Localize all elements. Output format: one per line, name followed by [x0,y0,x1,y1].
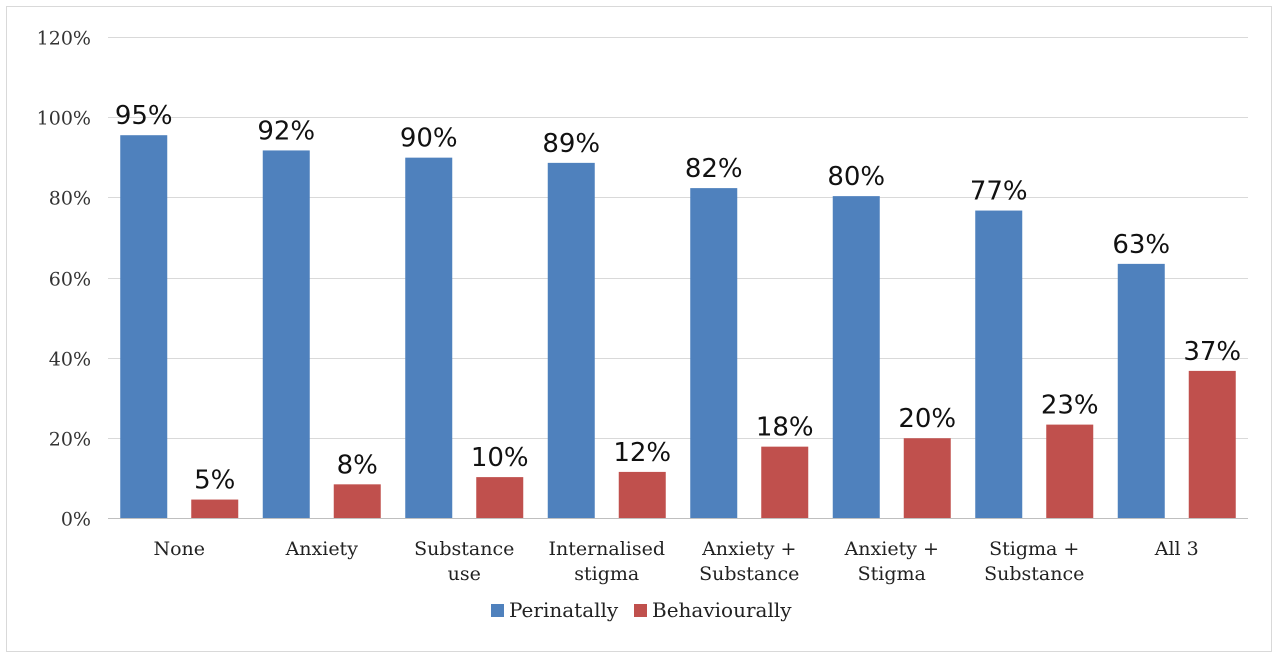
bar-perinatally-4 [690,188,737,518]
bar-perinatally-6 [975,211,1022,518]
legend: Perinatally Behaviourally [491,598,792,622]
y-tick-label-0: 0% [61,509,91,531]
y-axis-tick-labels: 0% 20% 40% 60% 80% 100% 120% [37,28,91,531]
data-label-behaviourally-5: 20% [898,404,956,434]
y-tick-label-20: 20% [49,429,91,451]
data-label-behaviourally-2: 10% [471,443,529,473]
data-label-behaviourally-7: 37% [1183,337,1241,367]
bar-behaviourally-6 [1046,425,1093,518]
data-label-behaviourally-6: 23% [1041,391,1099,421]
x-category-label-5-line-1: Stigma [858,563,926,585]
x-category-label-2-line-0: Substance [414,538,514,560]
data-label-perinatally-1: 92% [257,116,315,146]
x-category-label-6-line-0: Stigma + [989,538,1079,560]
data-label-perinatally-3: 89% [542,129,600,159]
data-label-perinatally-5: 80% [827,162,885,192]
x-category-label-2-line-1: use [448,563,481,585]
y-tick-label-80: 80% [49,188,91,210]
bar-behaviourally-4 [761,447,808,518]
bar-behaviourally-3 [619,472,666,518]
legend-swatch-perinatally [491,604,504,617]
data-label-behaviourally-1: 8% [337,450,378,480]
bar-perinatally-7 [1118,264,1165,518]
data-label-perinatally-4: 82% [685,154,743,184]
y-tick-label-120: 120% [37,28,91,50]
bar-behaviourally-2 [476,477,523,518]
x-category-label-0-line-0: None [153,538,205,560]
legend-swatch-behaviourally [634,604,647,617]
y-tick-label-100: 100% [37,108,91,130]
x-category-label-3-line-1: stigma [574,563,639,585]
x-category-label-6-line-1: Substance [984,563,1084,585]
legend-label-perinatally: Perinatally [509,598,619,622]
y-tick-label-40: 40% [49,349,91,371]
bar-perinatally-3 [548,163,595,518]
bar-behaviourally-1 [334,484,381,518]
x-axis-category-labels: None Anxiety Substance use Internalised stigm… [153,538,1198,585]
data-label-perinatally-2: 90% [400,124,458,154]
data-label-behaviourally-0: 5% [194,466,235,496]
bar-behaviourally-0 [191,500,238,518]
x-category-label-3-line-0: Internalised [548,538,665,560]
bar-behaviourally-5 [904,438,951,518]
x-category-label-7-line-0: All 3 [1154,538,1199,560]
data-label-perinatally-6: 77% [970,177,1028,207]
bar-perinatally-0 [120,135,167,518]
bar-perinatally-2 [405,158,452,518]
y-tick-label-60: 60% [49,269,91,291]
data-label-perinatally-7: 63% [1112,230,1170,260]
x-category-label-5-line-0: Anxiety + [844,538,939,560]
data-label-behaviourally-3: 12% [613,438,671,468]
x-category-label-4-line-1: Substance [699,563,799,585]
data-label-perinatally-0: 95% [115,101,173,131]
x-category-label-4-line-0: Anxiety + [701,538,796,560]
data-label-behaviourally-4: 18% [756,413,814,443]
bar-perinatally-5 [833,196,880,518]
legend-label-behaviourally: Behaviourally [652,598,792,622]
x-category-label-1-line-0: Anxiety [285,538,359,560]
bar-behaviourally-7 [1189,371,1236,518]
bars [120,135,1236,518]
bar-perinatally-1 [263,150,310,518]
